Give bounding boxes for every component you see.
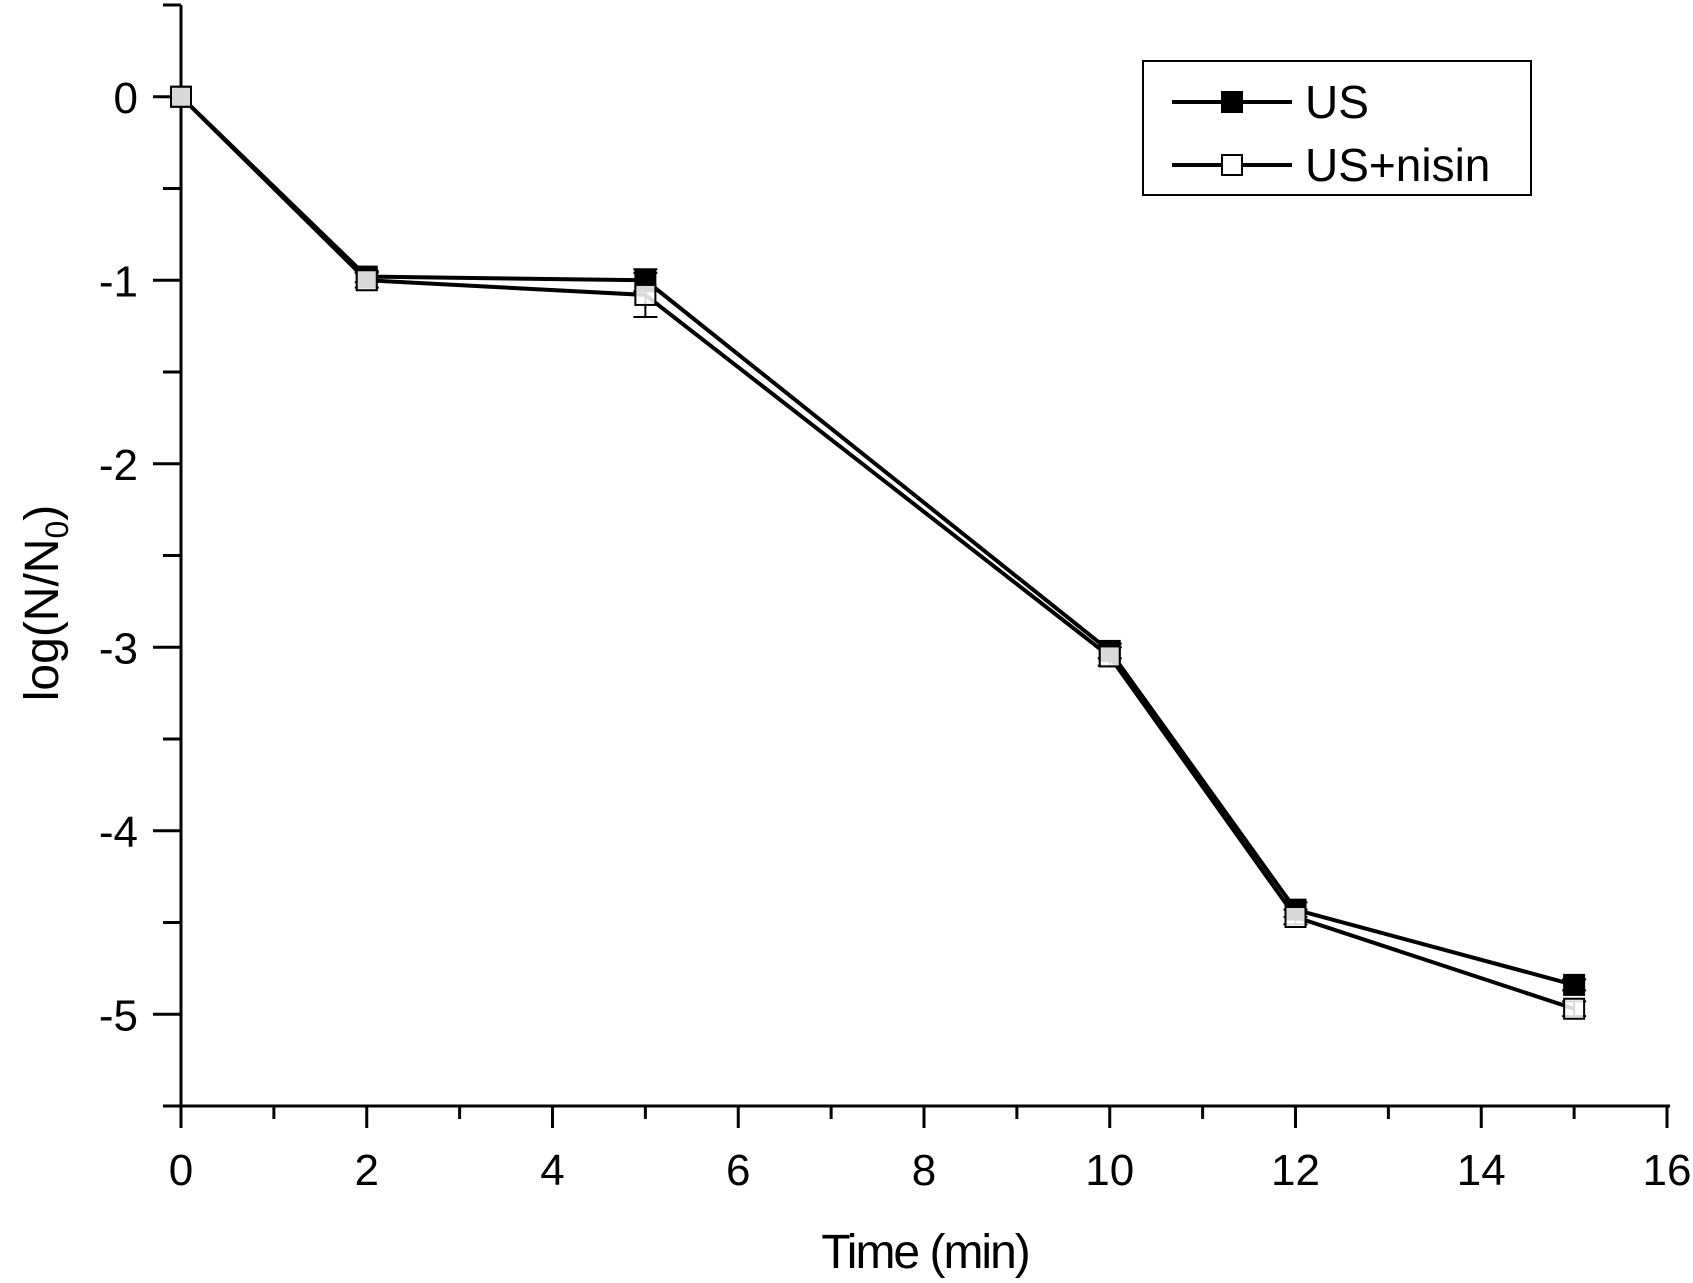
x-tick-label: 10 (1085, 1146, 1134, 1195)
x-tick-label: 0 (169, 1146, 193, 1195)
series-line-us-nisin (179, 95, 1575, 1011)
y-axis-label-sub: 0 (39, 521, 75, 539)
y-axis-label-main: log(N/N (16, 539, 69, 702)
x-tick-label: 6 (726, 1146, 750, 1195)
series-line-us (179, 95, 1575, 987)
legend-box (1142, 60, 1532, 196)
y-tick-label: -1 (99, 257, 138, 306)
data-point-us-nisin (355, 269, 378, 292)
data-point-us-nisin (170, 85, 192, 108)
x-tick-label: 14 (1457, 1146, 1506, 1195)
x-tick-label: 4 (540, 1146, 564, 1195)
x-axis-label: Time (min) (821, 1226, 1029, 1279)
legend-marker-us (1221, 91, 1243, 113)
y-tick-label: -5 (99, 991, 138, 1040)
y-axis-label-close: ) (16, 505, 69, 521)
y-tick-label: 0 (114, 74, 138, 123)
legend-label-us: US (1305, 76, 1369, 128)
legend-marker-us-nisin (1221, 154, 1243, 176)
data-point-us-nisin (634, 283, 657, 306)
y-axis-label: log(N/N0) (16, 505, 75, 701)
legend-label-us-nisin: US+nisin (1305, 139, 1490, 191)
legend: US US+nisin (1142, 60, 1532, 196)
data-point-us-nisin (1098, 645, 1121, 668)
x-tick-label: 8 (912, 1146, 936, 1195)
series-group (170, 85, 1587, 1020)
x-tick-label: 16 (1643, 1146, 1692, 1195)
x-tick-label: 12 (1271, 1146, 1320, 1195)
y-tick-label: -3 (99, 624, 138, 673)
data-point-us (1563, 973, 1586, 996)
y-tick-label: -2 (99, 441, 138, 490)
y-tick-label: -4 (99, 808, 138, 857)
y-ticks: 0 -1 -2 -3 -4 -5 (99, 3, 181, 1108)
x-tick-label: 2 (355, 1146, 379, 1195)
data-point-us-nisin (1563, 997, 1586, 1020)
x-ticks: 0 2 4 6 8 10 12 14 16 (169, 1106, 1692, 1195)
data-point-us-nisin (1284, 905, 1307, 928)
